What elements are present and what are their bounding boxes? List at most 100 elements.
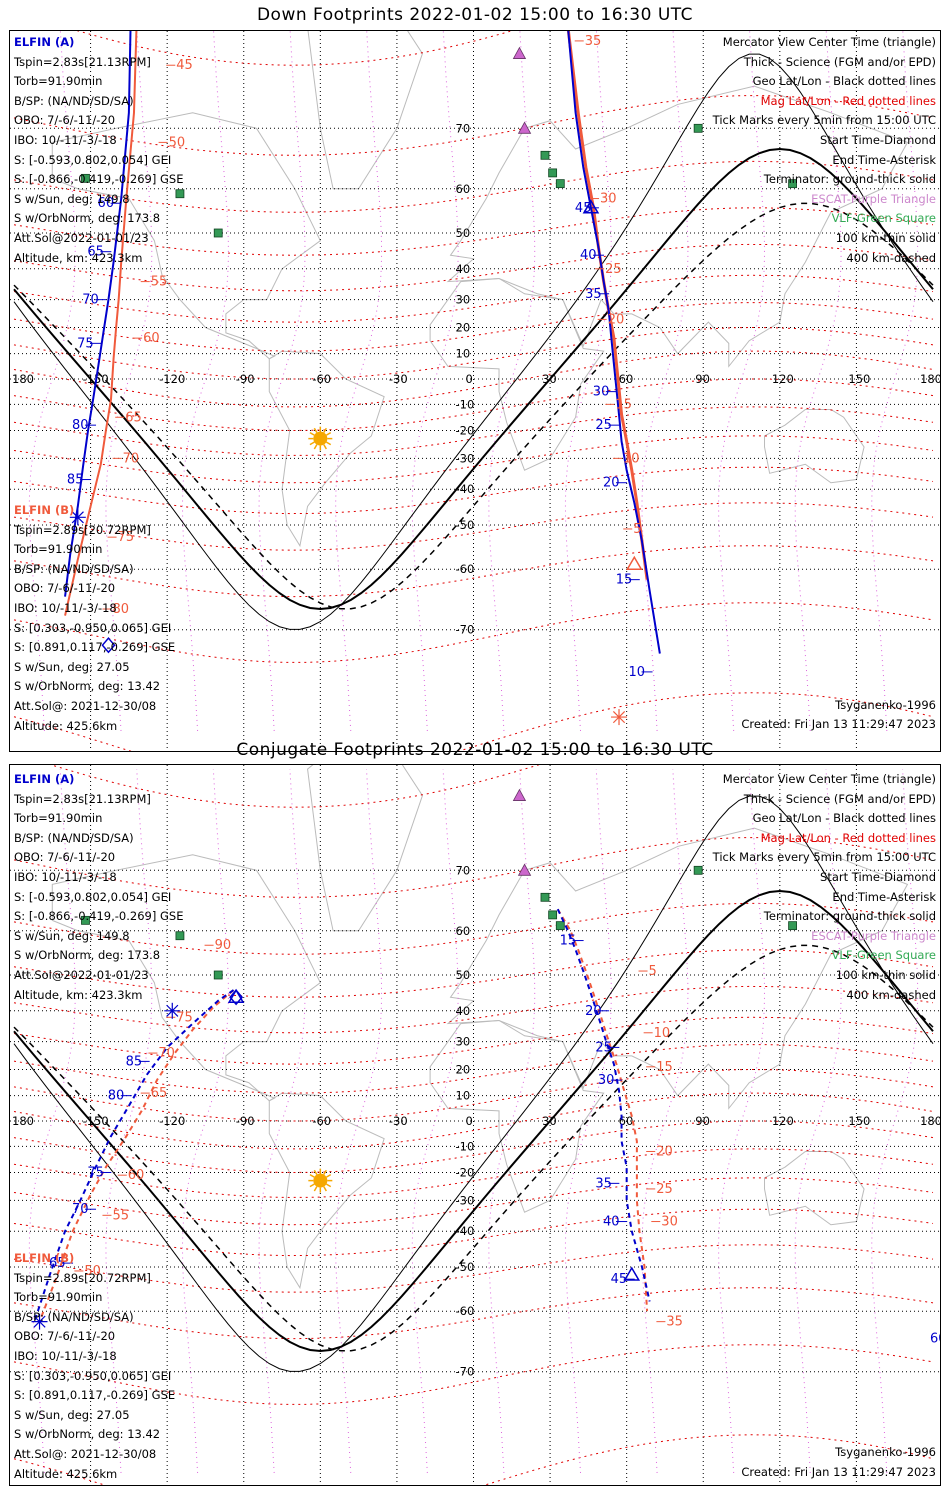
mag-parallel — [13, 1208, 934, 1257]
center-time-triangle-icon — [623, 1266, 641, 1281]
center-time-triangle-icon — [626, 555, 643, 571]
mag-parallel — [13, 466, 934, 515]
elfin-a-tick-label: 85 — [126, 1054, 143, 1069]
mag-parallel — [13, 243, 934, 292]
mag-parallel — [13, 837, 934, 898]
escat-triangle-icon — [512, 46, 527, 59]
elfin-a-tick-label: 20 — [603, 476, 620, 491]
legend-item: Terminator: ground-thick solid — [763, 172, 936, 187]
elfin-b-tick-label: 35 — [666, 1315, 683, 1330]
created-timestamp: Created: Fri Jan 13 11:29:47 2023 — [741, 717, 936, 731]
mag-parallel — [13, 1016, 934, 1065]
terminator-100km — [13, 795, 934, 1372]
info-line: S: [-0.593,0.802,0.054] GEI — [14, 152, 172, 167]
elfin-a-tick-label: 80 — [108, 1089, 125, 1104]
vlf-square-icon — [548, 168, 558, 178]
elfin-a-tick-label: 80 — [72, 418, 89, 433]
elfin-a-track-west — [64, 31, 132, 597]
start-time-diamond-icon — [101, 637, 116, 654]
elfin-b-tick-label: 30 — [600, 192, 617, 207]
elfin-b-tick-label: 20 — [656, 1144, 673, 1159]
sun-ray — [313, 427, 318, 433]
lat-axis-label: -40 — [456, 1224, 475, 1238]
vlf-square-icon — [213, 228, 223, 238]
sun-ray — [309, 431, 315, 436]
mag-parallel — [13, 1120, 934, 1173]
lon-axis-label: 150 — [848, 1114, 870, 1128]
elfin-a-track-east — [567, 31, 661, 654]
elfin-b-label: ELFIN (B) — [14, 1251, 75, 1265]
mag-parallel — [13, 1092, 934, 1150]
mag-meridian — [181, 31, 229, 731]
mag-meridian — [105, 31, 153, 731]
info-line: B/SP: (NA/ND/SD/SA) — [14, 561, 134, 576]
mag-parallel — [13, 350, 934, 408]
info-line: S: [-0.866,-0.419,-0.269] GSE — [14, 909, 184, 924]
elfin-b-tick-label: 90 — [215, 938, 232, 953]
info-line: S: [0.303,-0.950,0.065] GEI — [14, 1368, 172, 1383]
lat-axis-label: -50 — [456, 1260, 475, 1274]
elfin-b-info-conjugate: ELFIN (B) Tspin=2.89s[20.72RPM] Torb=91.… — [14, 1249, 175, 1484]
elfin-a-tick-label: 25 — [595, 1040, 612, 1055]
lat-axis-label: 60 — [456, 182, 471, 196]
legend-item: VLF-Green Square — [831, 948, 936, 963]
map-layer: 180 -150 -120 -90 -60 -30 0 30 60 90 120 150 180 70 60… — [10, 765, 940, 1485]
model-label: Tsyganenko-1996 — [835, 1445, 936, 1459]
continent-outline — [429, 277, 605, 471]
legend-item: Mag Lat/Lon - Red dotted lines — [760, 830, 936, 845]
mag-parallel — [13, 545, 934, 598]
elfin-b-track-east — [556, 908, 649, 1312]
continent-outline — [51, 854, 321, 1102]
elfin-b-tick-label: 75 — [118, 530, 135, 545]
elfin-a-tick-label: 15 — [616, 573, 633, 588]
mag-parallel — [13, 274, 934, 323]
mag-meridian — [488, 31, 536, 731]
map-panel-down: 180 -150 -120 -90 -60 -30 0 30 60 90 120 150 180 70 60… — [9, 30, 941, 752]
continent-outline — [429, 1019, 605, 1213]
elfin-a-tick-label: 85 — [67, 473, 84, 488]
lat-axis-label: 40 — [456, 262, 471, 276]
elfin-a-tick-label: 35 — [595, 1176, 612, 1191]
sun-ray — [309, 1183, 315, 1188]
elfin-a-tick-label: 70 — [82, 293, 99, 308]
info-line: IBO: 10/-11/-3/-18 — [14, 869, 117, 884]
sun-ray — [309, 1173, 315, 1178]
lon-axis-label: 90 — [695, 1114, 710, 1128]
model-label: Tsyganenko-1996 — [835, 698, 936, 712]
lon-axis-label: -60 — [312, 372, 331, 386]
info-line: B/SP: (NA/ND/SD/SA) — [14, 93, 134, 108]
center-time-triangle-icon — [227, 988, 245, 1003]
lon-axis-label: 120 — [772, 372, 794, 386]
sun-ray — [326, 441, 332, 446]
continent-outline — [446, 827, 909, 1110]
continent-outline — [268, 350, 385, 548]
elfin-a-tick-label: 10 — [629, 665, 646, 680]
mag-meridian — [28, 769, 76, 1473]
lon-axis-label: 90 — [695, 372, 710, 386]
mag-parallel — [13, 302, 934, 352]
mag-meridian — [718, 31, 766, 731]
info-line: S: [0.891,0.117,-0.269] GSE — [14, 1388, 176, 1403]
continent-outline — [446, 85, 909, 368]
escat-triangle-icon — [517, 121, 532, 134]
mag-parallel — [13, 1148, 934, 1198]
legend-item: ESCAT-Purple Triangle — [811, 928, 936, 943]
vlf-square-icon — [548, 910, 558, 920]
info-line: Tspin=2.89s[20.72RPM] — [14, 522, 151, 537]
lon-axis-label: 30 — [542, 1114, 557, 1128]
info-line: OBO: 7/-6/-11/-20 — [14, 1329, 116, 1344]
sun-ray — [323, 1169, 327, 1175]
lon-axis-label: -120 — [159, 372, 185, 386]
info-line: Att.Sol@: 2021-12-30/08 — [14, 1446, 157, 1461]
info-line: Att.Sol@: 2021-12-30/08 — [14, 698, 157, 713]
vlf-square-icon — [788, 179, 797, 189]
info-line: OBO: 7/-6/-11/-20 — [14, 113, 116, 128]
mag-meridian — [335, 31, 383, 731]
elfin-b-tick-label: 60 — [128, 1168, 145, 1183]
lon-axis-label: 180 — [12, 1114, 34, 1128]
mag-meridian — [28, 31, 76, 731]
elfin-a-tick-label: 15 — [560, 934, 577, 949]
info-line: IBO: 10/-11/-3/-18 — [14, 600, 117, 615]
mag-parallel — [13, 435, 934, 484]
elfin-b-track-east — [566, 31, 649, 580]
